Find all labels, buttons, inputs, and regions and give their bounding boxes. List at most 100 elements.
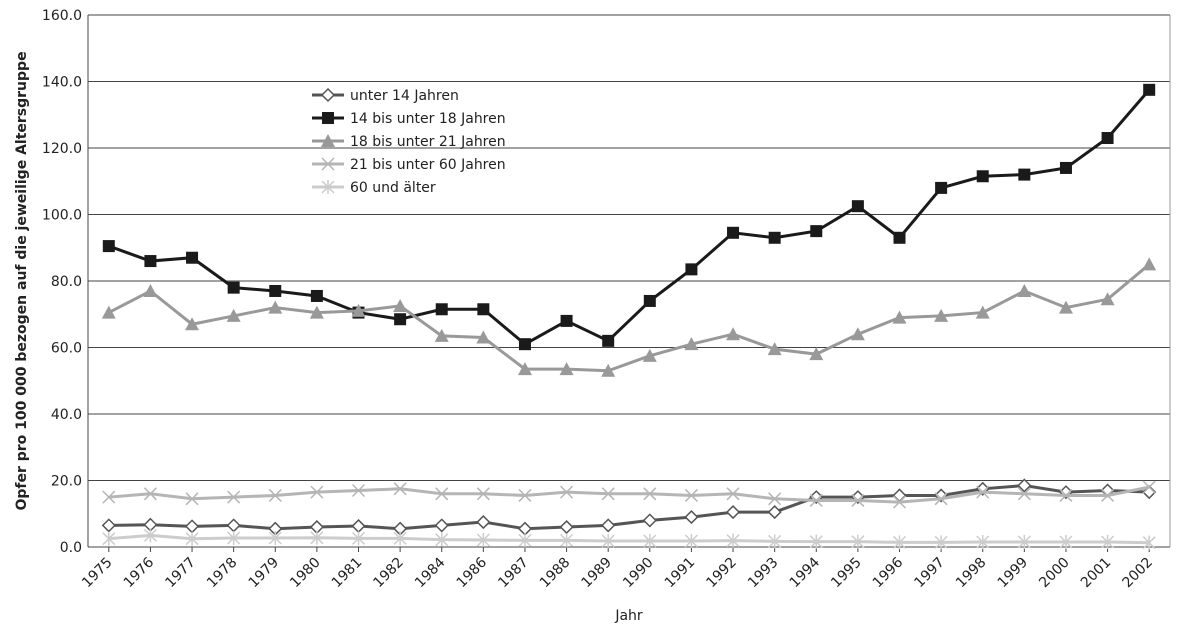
y-tick-label: 160.0 bbox=[42, 8, 82, 24]
marker bbox=[268, 488, 282, 502]
marker bbox=[226, 518, 241, 533]
line bbox=[108, 263, 1151, 373]
marker bbox=[726, 487, 740, 501]
marker bbox=[893, 231, 906, 244]
marker bbox=[185, 317, 200, 331]
marker bbox=[321, 157, 335, 171]
marker bbox=[476, 515, 491, 530]
marker bbox=[517, 362, 532, 376]
marker bbox=[321, 180, 335, 194]
marker bbox=[476, 533, 490, 548]
x-tick-label: 1992 bbox=[703, 555, 740, 592]
marker bbox=[850, 327, 865, 341]
marker bbox=[393, 298, 408, 312]
legend-label: 60 und älter bbox=[350, 180, 436, 196]
x-tick-label: 1978 bbox=[204, 555, 241, 592]
marker bbox=[322, 112, 334, 124]
marker bbox=[477, 303, 490, 316]
marker bbox=[1142, 535, 1156, 550]
marker bbox=[1018, 168, 1031, 181]
marker bbox=[1142, 480, 1156, 494]
marker bbox=[518, 338, 531, 351]
marker bbox=[768, 231, 781, 244]
x-tick-label: 1986 bbox=[454, 554, 491, 591]
marker bbox=[684, 488, 698, 502]
marker bbox=[560, 485, 574, 499]
marker bbox=[143, 283, 158, 297]
marker bbox=[517, 521, 533, 536]
marker bbox=[227, 531, 241, 546]
marker bbox=[351, 303, 366, 317]
x-tick-label: 1989 bbox=[579, 555, 616, 592]
marker bbox=[1101, 488, 1115, 502]
x-tick-label: 1995 bbox=[828, 555, 865, 592]
marker bbox=[601, 363, 616, 377]
marker bbox=[726, 533, 740, 548]
legend-label: unter 14 Jahren bbox=[350, 88, 459, 104]
x-tick-label: 1980 bbox=[287, 555, 324, 592]
marker bbox=[1101, 535, 1115, 550]
marker bbox=[184, 519, 200, 534]
marker bbox=[320, 87, 336, 103]
marker bbox=[269, 284, 282, 297]
marker bbox=[892, 535, 907, 550]
marker bbox=[518, 533, 532, 548]
marker bbox=[476, 487, 490, 501]
x-tick-label: 1977 bbox=[162, 555, 199, 592]
marker bbox=[976, 170, 989, 183]
x-tick-label: 1981 bbox=[329, 555, 366, 592]
marker bbox=[1017, 283, 1032, 297]
x-tick-label: 1990 bbox=[620, 555, 657, 592]
marker bbox=[435, 487, 449, 501]
y-tick-label: 40.0 bbox=[51, 407, 82, 423]
marker bbox=[810, 225, 823, 238]
marker bbox=[767, 342, 782, 356]
marker bbox=[851, 200, 864, 213]
marker bbox=[394, 313, 407, 326]
series bbox=[102, 83, 1156, 351]
marker bbox=[321, 134, 335, 147]
y-tick-label: 140.0 bbox=[42, 75, 82, 91]
marker bbox=[934, 308, 949, 322]
marker bbox=[643, 487, 657, 501]
marker bbox=[643, 534, 657, 549]
marker bbox=[768, 534, 782, 549]
marker bbox=[1017, 535, 1031, 550]
marker bbox=[186, 251, 199, 264]
marker bbox=[601, 487, 615, 501]
marker bbox=[185, 531, 199, 546]
x-tick-label: 1996 bbox=[870, 554, 907, 591]
marker bbox=[351, 531, 366, 546]
series bbox=[102, 528, 1156, 550]
marker bbox=[642, 513, 657, 528]
marker bbox=[975, 481, 990, 496]
series bbox=[101, 478, 1157, 536]
marker bbox=[102, 240, 115, 253]
marker bbox=[102, 490, 116, 504]
marker bbox=[768, 492, 782, 506]
marker bbox=[435, 532, 449, 547]
marker bbox=[227, 490, 241, 504]
series bbox=[102, 480, 1156, 509]
marker bbox=[1058, 300, 1073, 314]
marker bbox=[310, 530, 324, 545]
marker bbox=[809, 534, 823, 549]
y-tick-label: 60.0 bbox=[51, 341, 82, 357]
line bbox=[108, 485, 1150, 504]
marker bbox=[1017, 487, 1031, 501]
x-tick-label: 1984 bbox=[412, 554, 449, 591]
marker bbox=[727, 226, 740, 239]
marker bbox=[268, 300, 283, 314]
marker bbox=[393, 482, 407, 496]
marker bbox=[935, 181, 948, 194]
marker bbox=[809, 493, 823, 507]
marker bbox=[559, 519, 574, 535]
marker bbox=[643, 294, 656, 307]
legend-label: 18 bis unter 21 Jahren bbox=[350, 134, 506, 150]
marker bbox=[476, 330, 491, 344]
marker bbox=[892, 310, 907, 324]
y-tick-label: 80.0 bbox=[51, 274, 82, 290]
marker bbox=[1101, 132, 1114, 145]
marker bbox=[601, 518, 616, 533]
